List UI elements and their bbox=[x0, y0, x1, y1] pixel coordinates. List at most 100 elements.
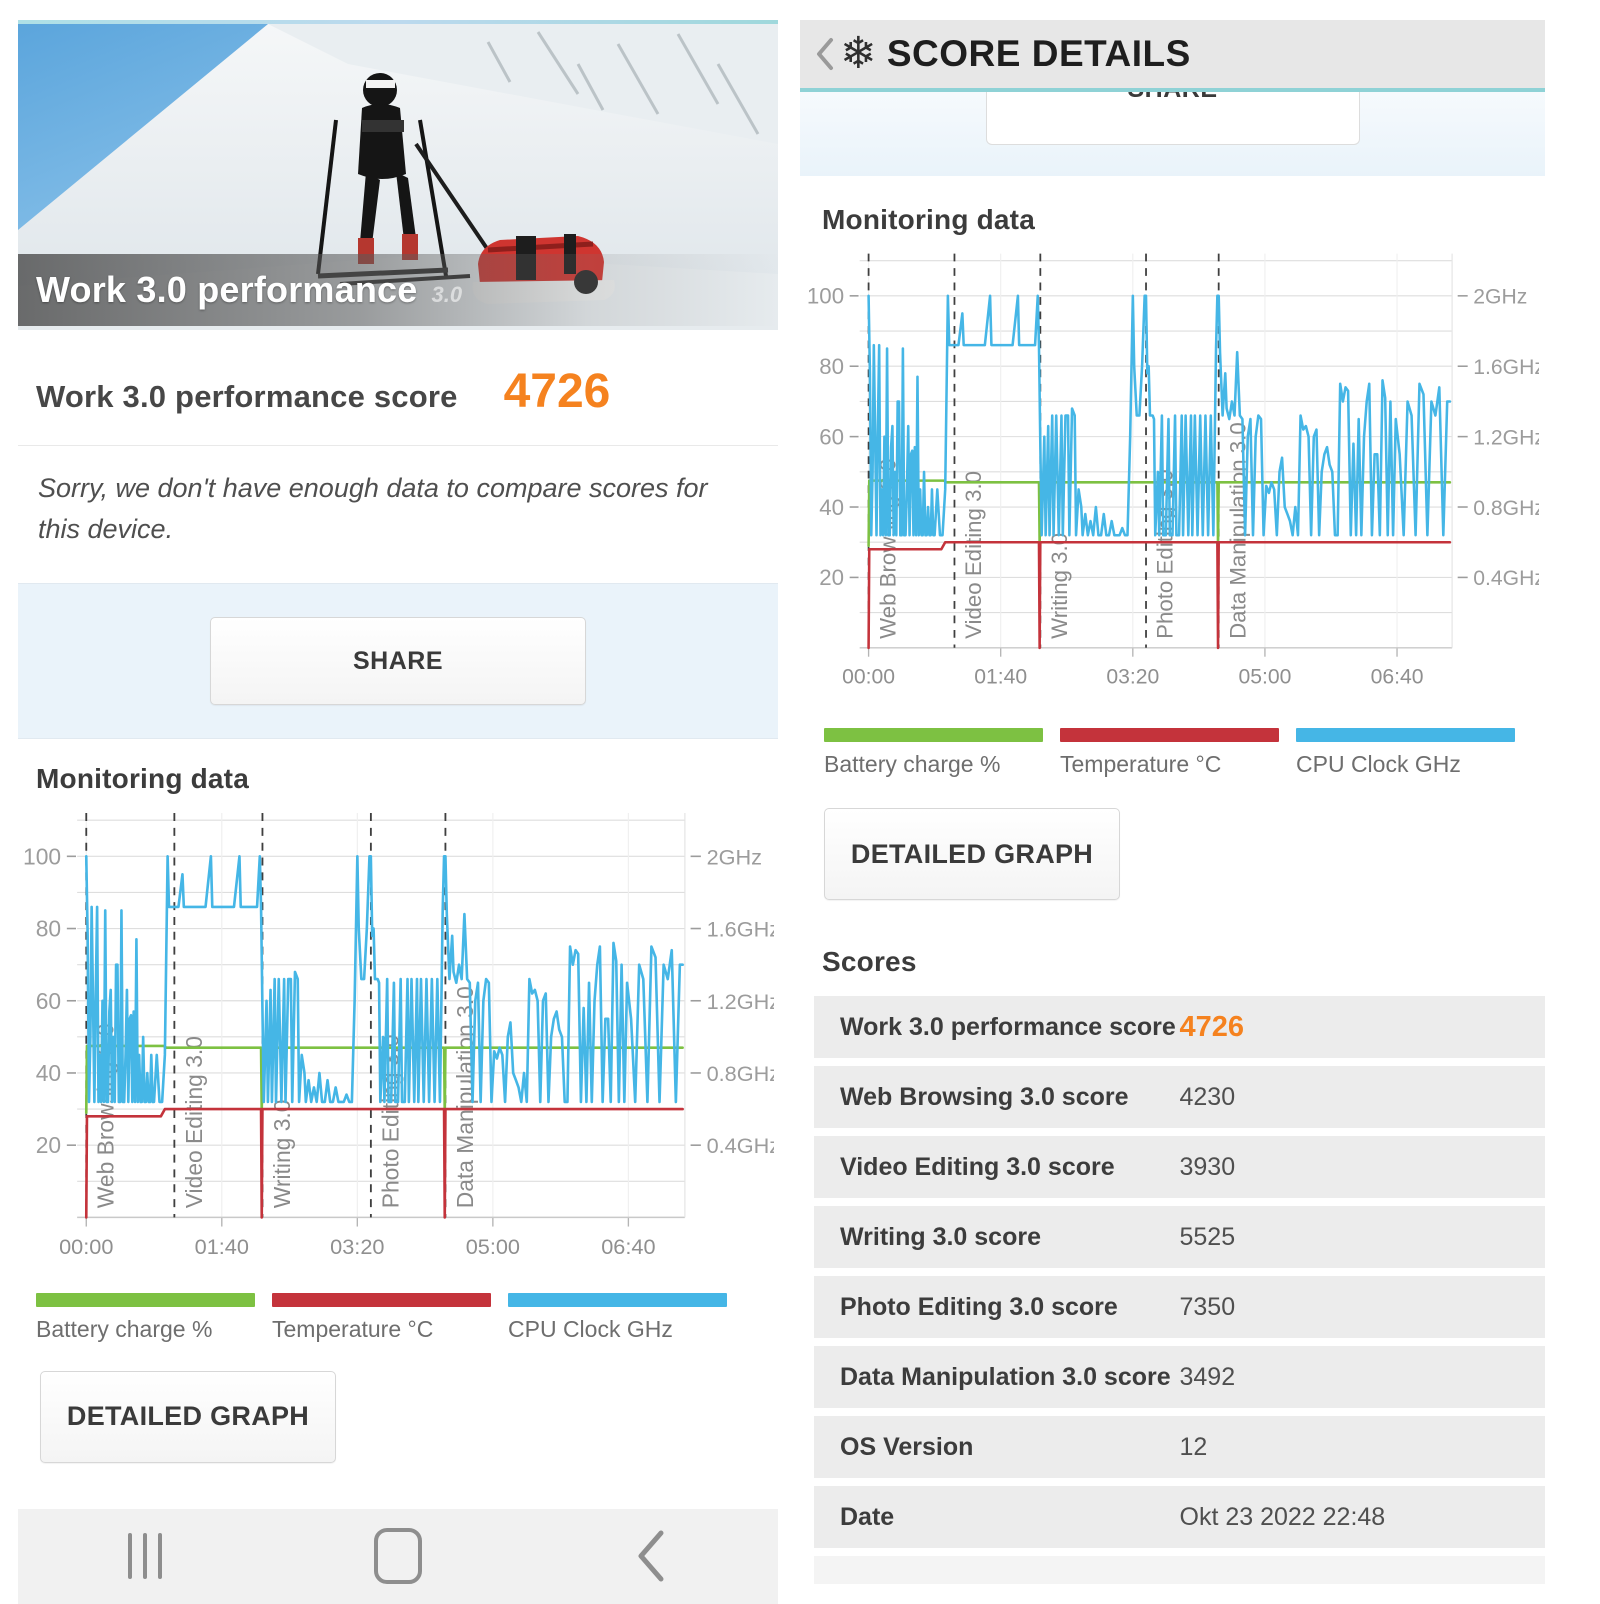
detailed-graph-button[interactable]: DETAILED GRAPH bbox=[40, 1370, 336, 1463]
legend-cpu-label: CPU Clock GHz bbox=[1296, 751, 1461, 778]
svg-text:80: 80 bbox=[36, 916, 61, 942]
recents-icon bbox=[127, 1533, 162, 1580]
monitoring-data-heading: Monitoring data bbox=[36, 763, 249, 794]
table-row-partial bbox=[814, 1556, 1545, 1585]
header-accent-line bbox=[800, 88, 1545, 92]
home-icon bbox=[373, 1528, 422, 1585]
legend-temperature-swatch bbox=[1060, 728, 1279, 743]
svg-text:03:20: 03:20 bbox=[1106, 665, 1159, 688]
row-label: Data Manipulation 3.0 score bbox=[840, 1362, 1171, 1391]
svg-text:05:00: 05:00 bbox=[466, 1234, 520, 1259]
svg-text:40: 40 bbox=[36, 1060, 61, 1086]
svg-text:Video Editing 3.0: Video Editing 3.0 bbox=[961, 471, 986, 639]
legend-battery: Battery charge % bbox=[824, 728, 1043, 778]
svg-text:100: 100 bbox=[23, 843, 61, 869]
svg-text:1.6GHz: 1.6GHz bbox=[1473, 356, 1539, 379]
recents-button[interactable] bbox=[18, 1509, 271, 1604]
svg-text:2GHz: 2GHz bbox=[1473, 286, 1527, 309]
legend-battery-swatch bbox=[824, 728, 1043, 743]
table-row-photo-editing: Photo Editing 3.0 score 7350 bbox=[814, 1276, 1545, 1339]
svg-text:06:40: 06:40 bbox=[601, 1234, 655, 1259]
svg-text:03:20: 03:20 bbox=[330, 1234, 384, 1259]
row-value: Okt 23 2022 22:48 bbox=[1179, 1502, 1386, 1531]
svg-text:80: 80 bbox=[819, 354, 844, 379]
left-screenshot: Work 3.0 performance 3.0 Work 3.0 perfor… bbox=[18, 20, 778, 1604]
svg-text:1.2GHz: 1.2GHz bbox=[1473, 426, 1539, 449]
android-navbar bbox=[18, 1508, 778, 1604]
legend-temperature-label: Temperature °C bbox=[272, 1315, 434, 1342]
svg-text:06:40: 06:40 bbox=[1371, 665, 1424, 688]
top-accent-stripe bbox=[18, 20, 778, 24]
back-icon bbox=[638, 1530, 664, 1582]
svg-text:00:00: 00:00 bbox=[59, 1234, 113, 1259]
monitoring-chart: 00:00 01:40 03:20 05:00 06:40 20 40 60 80 100 0.4G… bbox=[800, 238, 1545, 724]
page-title: SCORE DETAILS bbox=[886, 33, 1191, 74]
detailed-graph-button[interactable]: DETAILED GRAPH bbox=[824, 808, 1120, 901]
svg-text:Writing 3.0: Writing 3.0 bbox=[269, 1100, 295, 1209]
share-section-cropped: SHARE bbox=[800, 92, 1545, 176]
back-button[interactable] bbox=[525, 1509, 778, 1604]
row-value: 4726 bbox=[1179, 1010, 1245, 1043]
home-button[interactable] bbox=[271, 1509, 524, 1604]
legend-temperature-swatch bbox=[272, 1292, 491, 1307]
share-button-label: SHARE bbox=[987, 92, 1359, 104]
right-screenshot: ❄ SCORE DETAILS SHARE Monitoring data 00… bbox=[800, 20, 1545, 1588]
svg-text:0.8GHz: 0.8GHz bbox=[1473, 497, 1539, 520]
svg-text:40: 40 bbox=[819, 495, 844, 520]
row-label: Writing 3.0 score bbox=[840, 1222, 1041, 1251]
legend-battery-label: Battery charge % bbox=[824, 751, 1001, 778]
svg-text:20: 20 bbox=[819, 565, 844, 590]
legend-temperature: Temperature °C bbox=[272, 1292, 491, 1343]
legend-battery-label: Battery charge % bbox=[36, 1315, 213, 1342]
legend-cpu-swatch bbox=[508, 1292, 727, 1307]
row-value: 3492 bbox=[1179, 1362, 1236, 1391]
svg-text:1.6GHz: 1.6GHz bbox=[707, 917, 774, 942]
monitoring-data-heading: Monitoring data bbox=[822, 204, 1035, 235]
svg-text:60: 60 bbox=[36, 988, 61, 1014]
app-header: ❄ SCORE DETAILS bbox=[800, 20, 1545, 88]
overall-score-value: 4726 bbox=[503, 365, 611, 418]
share-button[interactable]: SHARE bbox=[210, 617, 586, 705]
svg-text:0.8GHz: 0.8GHz bbox=[707, 1061, 774, 1086]
svg-text:Writing 3.0: Writing 3.0 bbox=[1047, 533, 1072, 639]
svg-text:05:00: 05:00 bbox=[1238, 665, 1291, 688]
svg-text:0.4GHz: 0.4GHz bbox=[1473, 567, 1539, 590]
svg-text:1.2GHz: 1.2GHz bbox=[707, 989, 774, 1014]
legend-cpu: CPU Clock GHz bbox=[508, 1292, 727, 1343]
hero-title-band: Work 3.0 performance 3.0 bbox=[18, 254, 778, 326]
chevron-left-icon bbox=[817, 38, 833, 70]
table-row-work-score: Work 3.0 performance score 4726 bbox=[814, 996, 1545, 1059]
chart-legend: Battery charge % Temperature °C CPU Cloc… bbox=[800, 728, 1545, 778]
pcmark-snowflake-icon: ❄ bbox=[840, 28, 877, 79]
hero-title: Work 3.0 performance bbox=[36, 269, 418, 310]
table-row-video-editing: Video Editing 3.0 score 3930 bbox=[814, 1136, 1545, 1199]
hero-image: Work 3.0 performance 3.0 bbox=[18, 24, 778, 330]
table-row-date: Date Okt 23 2022 22:48 bbox=[814, 1486, 1545, 1549]
overall-score-label: Work 3.0 performance score bbox=[36, 379, 458, 414]
table-row-os-version: OS Version 12 bbox=[814, 1416, 1545, 1479]
svg-text:20: 20 bbox=[36, 1132, 61, 1158]
row-label: Work 3.0 performance score bbox=[840, 1012, 1176, 1041]
svg-text:00:00: 00:00 bbox=[842, 665, 895, 688]
row-label: Video Editing 3.0 score bbox=[840, 1152, 1115, 1181]
row-value: 5525 bbox=[1179, 1222, 1236, 1251]
header-back-button[interactable] bbox=[812, 32, 838, 76]
share-section: SHARE bbox=[18, 583, 778, 739]
row-label: Photo Editing 3.0 score bbox=[840, 1292, 1118, 1321]
table-row-web-browsing: Web Browsing 3.0 score 4230 bbox=[814, 1066, 1545, 1129]
svg-text:01:40: 01:40 bbox=[195, 1234, 249, 1259]
monitoring-chart-svg: 00:00 01:40 03:20 05:00 06:40 20 40 60 80 100 0.4G… bbox=[807, 253, 1545, 688]
legend-temperature: Temperature °C bbox=[1060, 728, 1279, 778]
legend-cpu-swatch bbox=[1296, 728, 1515, 743]
table-row-writing: Writing 3.0 score 5525 bbox=[814, 1206, 1545, 1269]
svg-text:100: 100 bbox=[807, 284, 844, 309]
svg-text:Video Editing 3.0: Video Editing 3.0 bbox=[181, 1036, 207, 1208]
chart-legend: Battery charge % Temperature °C CPU Cloc… bbox=[18, 1292, 778, 1343]
row-label: Date bbox=[840, 1502, 895, 1531]
row-value: 7350 bbox=[1179, 1292, 1236, 1321]
share-button-partial[interactable]: SHARE bbox=[985, 92, 1360, 145]
row-value: 12 bbox=[1179, 1432, 1208, 1461]
overall-score-row: Work 3.0 performance score 4726 bbox=[18, 330, 778, 446]
scores-heading: Scores bbox=[822, 946, 917, 978]
svg-text:01:40: 01:40 bbox=[974, 665, 1027, 688]
